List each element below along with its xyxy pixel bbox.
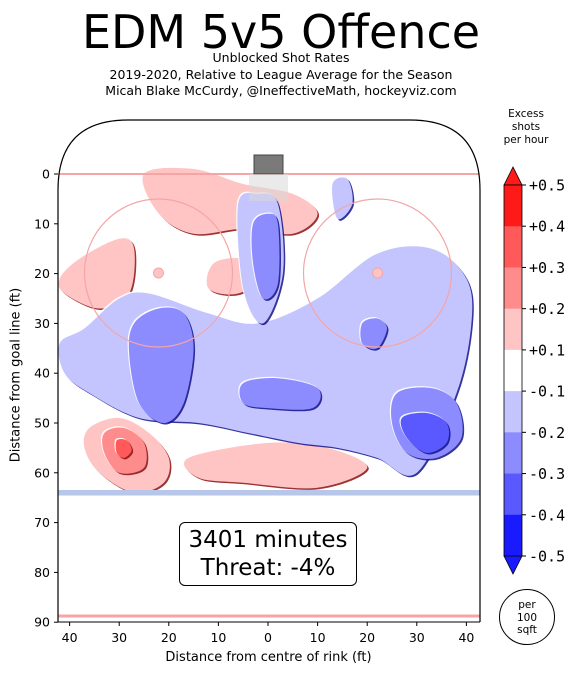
heatmap-region — [58, 238, 135, 309]
colorbar-tick-label: +0.5 — [529, 177, 565, 195]
chart-title: EDM 5v5 Offence — [81, 5, 481, 59]
colorbar-tick-label: -0.4 — [529, 506, 565, 524]
colorbar-frame — [503, 184, 523, 557]
x-tick-label: 20 — [161, 630, 177, 645]
summary-box: 3401 minutes Threat: -4% — [179, 522, 357, 586]
colorbar: +0.5 +0.4 +0.3 +0.2 +0.1 -0.1 -0.2 -0.3 -0.4 -0.5 — [503, 166, 565, 575]
heatmap-region — [128, 307, 194, 423]
y-tick-label: 90 — [34, 615, 50, 630]
unit-note: per 100 sqft — [499, 589, 555, 645]
x-tick-label: 0 — [264, 630, 272, 645]
x-tick-label: 10 — [310, 630, 326, 645]
y-tick-label: 60 — [34, 465, 50, 480]
subtitle-line-1: Unblocked Shot Rates — [212, 50, 350, 65]
y-tick-label: 0 — [42, 167, 50, 182]
colorbar-tick-label: +0.1 — [529, 341, 565, 359]
colorbar-tick-label: +0.3 — [529, 259, 565, 277]
left-faceoff-dot — [153, 267, 164, 279]
colorbar-band — [504, 308, 522, 351]
colorbar-tick-label: -0.5 — [529, 548, 565, 566]
y-axis-ticks: 0 10 20 30 40 50 60 70 80 90 — [34, 167, 58, 630]
y-tick-label: 80 — [34, 565, 50, 580]
x-tick-label: 30 — [409, 630, 425, 645]
y-tick-label: 40 — [34, 366, 50, 381]
colorbar-label-line: shots — [511, 121, 541, 133]
x-axis-ticks: 40 30 20 10 0 10 20 30 40 — [62, 622, 474, 645]
colorbar-band — [504, 185, 522, 227]
heatmap-region — [142, 167, 318, 235]
x-tick-label: 20 — [359, 630, 375, 645]
x-tick-label: 10 — [210, 630, 226, 645]
colorbar-band — [504, 391, 522, 433]
colorbar-band — [504, 226, 522, 268]
subtitle-line-2: 2019-2020, Relative to League Average fo… — [109, 67, 453, 82]
y-tick-label: 70 — [34, 515, 50, 530]
minutes-text: 3401 minutes — [188, 527, 348, 553]
x-tick-label: 30 — [111, 630, 127, 645]
blue-line — [58, 490, 480, 496]
x-axis-label: Distance from centre of rink (ft) — [165, 650, 372, 665]
left-faceoff-circle — [83, 198, 234, 348]
threat-text: Threat: -4% — [200, 555, 336, 581]
rink-boards — [57, 119, 481, 622]
y-tick-label: 20 — [34, 266, 50, 281]
colorbar-band — [504, 514, 522, 557]
heatmap-region — [183, 442, 368, 489]
x-tick-label: 40 — [62, 630, 78, 645]
colorbar-tick-label: -0.3 — [529, 465, 565, 483]
right-faceoff-circle — [302, 198, 453, 348]
colorbar-band — [504, 349, 522, 392]
unit-note-line: per — [518, 599, 536, 611]
y-tick-label: 30 — [34, 316, 50, 331]
colorbar-arrow-bottom — [503, 555, 523, 575]
heatmap-region — [239, 378, 321, 410]
unit-note-line: 100 — [516, 611, 538, 624]
y-axis-label: Distance from goal line (ft) — [8, 287, 24, 463]
heatmap-region — [251, 213, 280, 300]
colorbar-label-line: per hour — [503, 134, 549, 146]
colorbar-tick-label: +0.2 — [529, 300, 565, 318]
x-tick-label: 40 — [458, 630, 474, 645]
heatmap-region — [400, 412, 450, 453]
unit-note-line: sqft — [517, 624, 537, 636]
colorbar-arrow-top — [503, 166, 523, 186]
y-tick-label: 50 — [34, 416, 50, 431]
colorbar-label: Excess shots per hour — [496, 108, 556, 147]
colorbar-tick-label: -0.1 — [529, 383, 565, 401]
subtitle-line-3: Micah Blake McCurdy, @IneffectiveMath, h… — [105, 83, 457, 98]
right-faceoff-dot — [372, 267, 383, 279]
rink-markings — [58, 154, 480, 618]
heatmap-region — [360, 318, 387, 350]
colorbar-tick-label: -0.2 — [529, 424, 565, 442]
goal-net — [253, 154, 284, 175]
colorbar-band — [504, 473, 522, 516]
colorbar-tick-label: +0.4 — [529, 218, 565, 236]
heatmap-region — [115, 439, 132, 458]
colorbar-band — [504, 267, 522, 310]
heatmap-region — [332, 177, 353, 220]
heatmap-layer — [58, 166, 474, 495]
crease — [249, 174, 288, 201]
y-tick-label: 10 — [34, 216, 50, 231]
colorbar-band — [504, 432, 522, 475]
colorbar-label-line: Excess — [508, 108, 544, 120]
